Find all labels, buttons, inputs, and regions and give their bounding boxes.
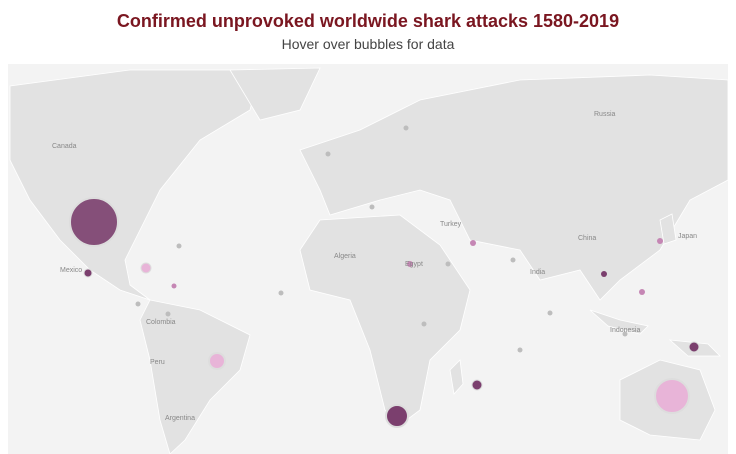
country-label: Russia bbox=[594, 111, 616, 118]
country-label: Algeria bbox=[334, 253, 356, 260]
dot bbox=[403, 125, 409, 131]
bubble bbox=[208, 352, 226, 370]
country-label: Egypt bbox=[405, 261, 423, 268]
dot bbox=[421, 321, 427, 327]
dot bbox=[547, 310, 553, 316]
map: Russia Canada China Japan Turkey Algeria… bbox=[8, 64, 728, 454]
bubble bbox=[639, 289, 645, 295]
bubble bbox=[407, 261, 413, 267]
bubble bbox=[140, 262, 152, 274]
bubble bbox=[654, 378, 690, 414]
subtitle: Hover over bubbles for data bbox=[281, 36, 455, 52]
country-label: Japan bbox=[678, 233, 697, 240]
dot bbox=[176, 243, 182, 249]
bubble bbox=[470, 240, 476, 246]
bubble bbox=[385, 404, 409, 428]
country-label: Mexico bbox=[60, 267, 82, 274]
country-label: China bbox=[578, 235, 596, 242]
land bbox=[9, 67, 728, 454]
bubble bbox=[171, 283, 177, 289]
bubble bbox=[688, 341, 700, 353]
dot bbox=[278, 290, 284, 296]
bubble bbox=[69, 197, 119, 247]
dot bbox=[445, 261, 451, 267]
dot bbox=[135, 301, 141, 307]
bubble bbox=[601, 271, 607, 277]
dot bbox=[369, 204, 375, 210]
country-label: Peru bbox=[150, 359, 165, 366]
dot bbox=[165, 311, 171, 317]
dot bbox=[325, 151, 331, 157]
dot bbox=[622, 331, 628, 337]
country-label: Turkey bbox=[440, 221, 462, 228]
dot bbox=[510, 257, 516, 263]
bubbles bbox=[69, 125, 700, 428]
title: Confirmed unprovoked worldwide shark att… bbox=[116, 11, 620, 31]
bubble bbox=[657, 238, 663, 244]
country-label: Indonesia bbox=[610, 327, 640, 334]
country-label: India bbox=[530, 269, 545, 276]
country-label: Argentina bbox=[165, 415, 195, 422]
dot bbox=[517, 347, 523, 353]
bubble bbox=[471, 379, 483, 391]
country-label: Colombia bbox=[146, 319, 176, 326]
bubble bbox=[83, 268, 93, 278]
country-label: Canada bbox=[52, 143, 77, 150]
